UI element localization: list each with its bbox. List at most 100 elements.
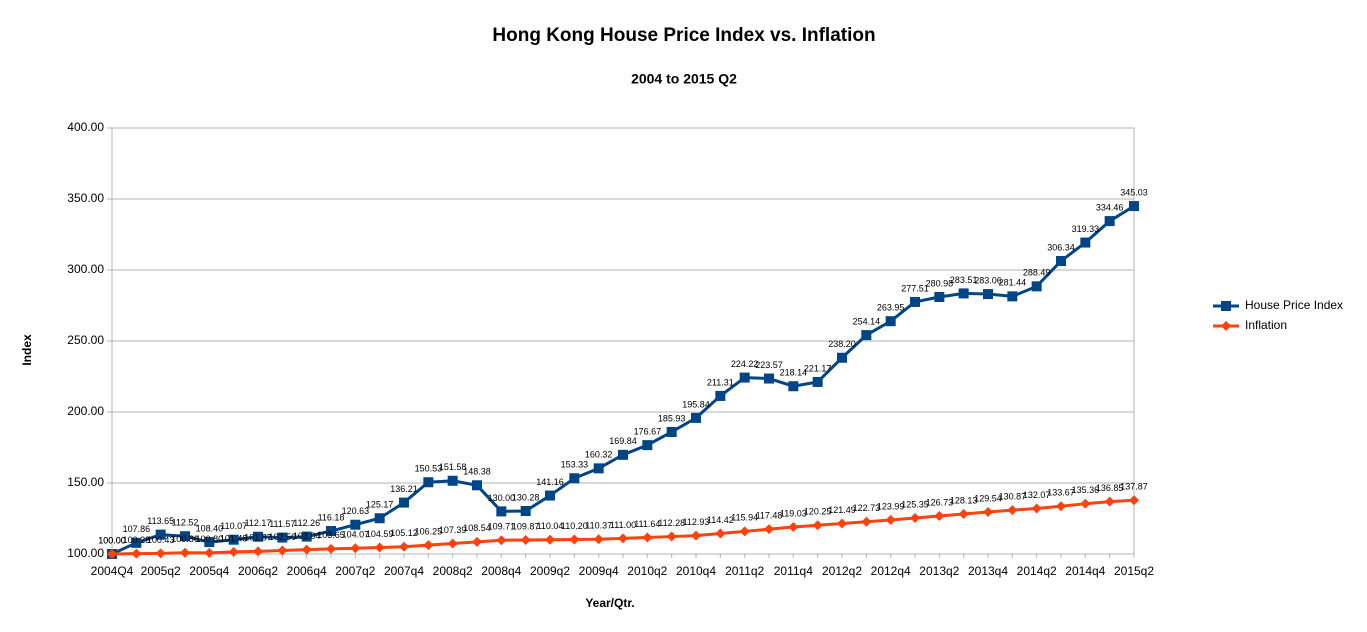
marker: [228, 546, 239, 557]
value-label: 263.95: [877, 303, 905, 313]
x-tick-label: 2015q2: [1114, 564, 1154, 578]
value-label: 129.54: [974, 493, 1002, 503]
value-label: 150.53: [415, 464, 443, 474]
marker: [204, 537, 215, 548]
x-tick-label: 2006q2: [238, 564, 278, 578]
marker: [1129, 495, 1139, 506]
y-tick-label: 100.00: [67, 546, 104, 560]
marker: [739, 372, 750, 383]
marker: [1056, 501, 1066, 512]
value-label: 136.21: [390, 484, 418, 494]
value-label: 109.87: [512, 521, 540, 531]
marker: [569, 473, 580, 484]
value-label: 130.00: [488, 493, 516, 503]
y-tick-label: 300.00: [67, 262, 104, 276]
marker: [715, 390, 726, 401]
value-label: 107.39: [439, 525, 467, 535]
value-label: 100.00: [98, 535, 126, 545]
value-label: 136.85: [1096, 483, 1124, 493]
value-label: 101.87: [244, 533, 272, 543]
value-label: 108.54: [463, 523, 491, 533]
legend-marker: [1221, 301, 1231, 311]
marker: [764, 524, 774, 535]
x-tick-label: 2008q4: [481, 564, 521, 578]
value-label: 128.13: [950, 495, 978, 505]
value-label: 111.64: [634, 519, 660, 529]
marker: [1080, 237, 1091, 248]
marker: [934, 292, 945, 303]
marker: [812, 376, 823, 387]
value-label: 141.16: [536, 477, 564, 487]
value-label: 283.06: [974, 275, 1002, 285]
value-label: 277.51: [901, 283, 929, 293]
marker: [253, 531, 263, 542]
marker: [885, 316, 896, 327]
marker: [1104, 216, 1115, 227]
marker: [1031, 281, 1042, 292]
legend-label: House Price Index: [1245, 298, 1343, 312]
value-label: 133.67: [1047, 488, 1075, 498]
value-label: 116.18: [318, 512, 345, 522]
value-label: 119.03: [780, 508, 807, 518]
value-label: 103.04: [293, 531, 321, 541]
chart-subtitle: 2004 to 2015 Q2: [631, 71, 737, 87]
marker: [447, 538, 458, 549]
value-label: 105.12: [390, 528, 418, 538]
value-label: 169.84: [609, 436, 637, 446]
x-tick-label: 2005q2: [141, 564, 181, 578]
marker: [666, 426, 677, 437]
marker: [666, 531, 677, 542]
marker: [1129, 201, 1139, 212]
value-label: 238.20: [828, 339, 856, 349]
marker: [326, 526, 336, 537]
x-tick-label: 2007q4: [384, 564, 424, 578]
marker: [788, 521, 799, 532]
value-label: 100.28: [123, 535, 151, 545]
marker: [739, 526, 750, 537]
value-label: 224.22: [731, 359, 759, 369]
value-label: 100.86: [171, 534, 199, 544]
marker: [958, 509, 969, 520]
value-label: 110.04: [537, 521, 564, 531]
value-label: 102.50: [269, 532, 297, 542]
marker: [861, 330, 872, 341]
value-label: 112.93: [683, 517, 710, 527]
value-label: 110.20: [561, 521, 588, 531]
marker: [910, 513, 920, 524]
value-label: 283.51: [950, 275, 978, 285]
marker: [691, 530, 701, 541]
marker: [545, 490, 555, 501]
x-axis-label: Year/Qtr.: [585, 596, 634, 610]
x-tick-label: 2012q4: [871, 564, 911, 578]
value-label: 110.07: [220, 521, 247, 531]
marker: [837, 518, 847, 529]
value-label: 125.17: [366, 500, 394, 510]
y-tick-label: 200.00: [67, 404, 104, 418]
marker: [1031, 503, 1042, 514]
marker: [253, 546, 263, 557]
marker: [399, 497, 409, 508]
value-label: 100.00: [98, 535, 126, 545]
marker: [472, 536, 482, 547]
marker: [107, 549, 117, 559]
value-label: 106.25: [415, 527, 443, 537]
value-label: 319.33: [1072, 224, 1100, 234]
legend-label: Inflation: [1245, 318, 1287, 332]
value-label: 126.73: [926, 497, 954, 507]
marker: [837, 352, 847, 363]
value-label: 130.87: [999, 492, 1027, 502]
x-tick-label: 2010q2: [627, 564, 667, 578]
marker: [374, 542, 385, 553]
value-label: 218.14: [780, 368, 808, 378]
value-label: 160.32: [585, 450, 613, 460]
x-tick-label: 2014q4: [1065, 564, 1105, 578]
x-tick-label: 2013q2: [919, 564, 959, 578]
marker: [618, 533, 628, 544]
value-label: 223.57: [755, 360, 783, 370]
marker: [1007, 505, 1018, 516]
y-tick-label: 350.00: [67, 191, 104, 205]
marker: [1007, 291, 1018, 302]
marker: [277, 532, 288, 543]
marker: [593, 463, 604, 474]
x-tick-label: 2013q4: [968, 564, 1008, 578]
